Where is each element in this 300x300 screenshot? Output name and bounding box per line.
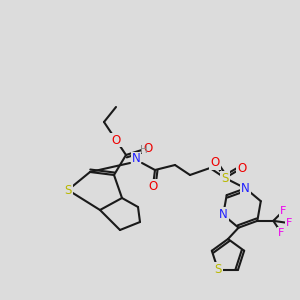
- Text: H: H: [140, 145, 148, 155]
- Text: S: S: [221, 172, 229, 184]
- Text: O: O: [237, 161, 247, 175]
- Text: N: N: [241, 182, 250, 195]
- Text: S: S: [64, 184, 72, 196]
- Text: F: F: [280, 206, 286, 216]
- Text: N: N: [132, 152, 140, 166]
- Text: S: S: [214, 263, 222, 276]
- Text: O: O: [143, 142, 153, 154]
- Text: F: F: [278, 228, 284, 238]
- Text: O: O: [111, 134, 121, 146]
- Text: N: N: [219, 208, 228, 221]
- Text: O: O: [148, 179, 158, 193]
- Text: O: O: [210, 157, 220, 169]
- Text: F: F: [286, 218, 292, 228]
